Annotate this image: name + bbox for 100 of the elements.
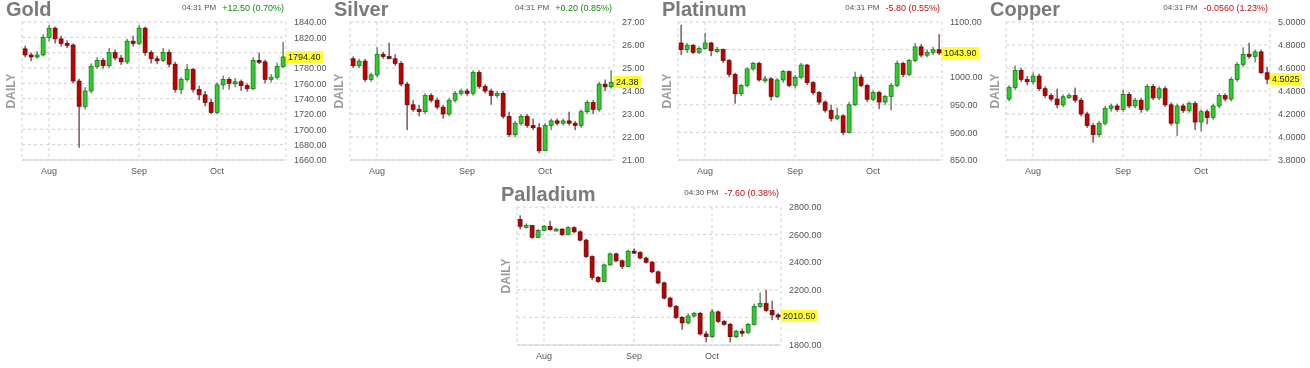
chart-title: Palladium <box>501 183 596 206</box>
chart-title: Platinum <box>662 0 747 21</box>
y-tick-label: 27.00 <box>622 17 645 28</box>
candlestick <box>608 69 614 90</box>
y-tick-label: 2800.00 <box>789 202 822 213</box>
y-tick-label: 21.00 <box>622 155 645 166</box>
candlestick <box>1204 108 1210 125</box>
y-tick-label: 1780.00 <box>294 63 327 74</box>
text: 04:31 PM <box>181 3 217 13</box>
y-tick-label: 1000.00 <box>950 72 983 83</box>
y-tick-label: 1760.00 <box>294 78 327 89</box>
chart-title: Silver <box>334 0 389 21</box>
text: 04:31 PM <box>1163 3 1198 13</box>
chart-title: Copper <box>990 0 1060 21</box>
y-tick-label: 1800.00 <box>789 340 822 351</box>
candlestick <box>876 90 882 110</box>
y-tick-label: 2600.00 <box>789 229 822 240</box>
y-axis-title: DAILY <box>332 73 346 109</box>
candlestick <box>130 35 136 48</box>
candlestick <box>1144 83 1150 113</box>
annotation: 24.38 <box>614 76 641 89</box>
candlestick <box>714 46 720 54</box>
y-tick-label: 4.8000 <box>1278 40 1306 51</box>
x-tick-label: Oct <box>704 351 720 362</box>
candlestick <box>678 24 684 56</box>
y-tick-label: 4.2000 <box>1278 109 1306 120</box>
candlestick <box>840 113 846 136</box>
candlestick <box>106 47 112 69</box>
annotation: 1043.90 <box>942 46 979 59</box>
y-tick-label: 850.00 <box>950 155 978 166</box>
y-tick-label: 2400.00 <box>789 257 822 268</box>
text: +0.20 (0.85%) <box>555 3 612 13</box>
text: +12.50 (0.70%) <box>222 3 284 13</box>
candlestick <box>494 90 500 99</box>
x-tick-label: Aug <box>1024 166 1042 177</box>
candlestick <box>684 42 690 54</box>
candlestick <box>124 38 130 65</box>
x-tick-label: Sep <box>458 166 476 177</box>
x-tick-label: Oct <box>537 166 553 177</box>
x-tick-label: Aug <box>696 166 714 177</box>
annotation: 1794.40 <box>286 50 323 63</box>
candlestick <box>470 69 476 97</box>
x-tick-label: Sep <box>625 351 643 362</box>
candlestick <box>100 57 106 70</box>
candlestick <box>834 107 840 121</box>
y-axis-title: DAILY <box>660 73 674 109</box>
y-axis-title: DAILY <box>988 73 1002 109</box>
chart-title: Gold <box>6 0 52 21</box>
text: -5.80 (0.55%) <box>885 3 940 13</box>
x-tick-label: Oct <box>209 166 225 177</box>
text: 04:31 PM <box>845 3 880 13</box>
candlestick <box>768 76 774 101</box>
candlestick <box>602 79 608 92</box>
y-tick-label: 4.0000 <box>1278 132 1306 143</box>
y-tick-label: 24.00 <box>622 86 645 97</box>
candlestick <box>226 76 232 90</box>
text: 04:31 PM <box>514 3 550 13</box>
y-tick-label: 1100.00 <box>950 17 982 28</box>
annotation: 2010.50 <box>781 309 818 322</box>
candlestick <box>1198 108 1204 132</box>
y-tick-label: 3.8000 <box>1278 155 1306 166</box>
candlestick <box>1174 103 1180 137</box>
x-tick-label: Aug <box>40 166 58 177</box>
candlestick <box>422 92 428 115</box>
candlestick <box>1192 100 1198 131</box>
annotation: 4.5025 <box>1270 73 1302 86</box>
candlestick <box>1120 89 1126 113</box>
candlestick <box>547 220 553 231</box>
y-tick-label: 1660.00 <box>294 155 327 166</box>
y-tick-label: 900.00 <box>950 127 978 138</box>
x-tick-label: Sep <box>130 166 148 177</box>
x-tick-label: Aug <box>535 351 553 362</box>
y-tick-label: 5.0000 <box>1278 17 1306 28</box>
y-tick-label: 22.00 <box>622 132 645 143</box>
y-tick-label: 1740.00 <box>294 93 327 104</box>
candlestick <box>936 33 942 56</box>
candlestick <box>362 58 368 83</box>
text: -7.60 (0.38%) <box>724 188 779 198</box>
y-axis-title: DAILY <box>499 258 513 294</box>
y-tick-label: 26.00 <box>622 40 645 51</box>
y-tick-label: 2200.00 <box>789 284 822 295</box>
y-tick-label: 25.00 <box>622 63 645 74</box>
y-tick-label: 1700.00 <box>294 124 327 135</box>
y-tick-label: 4.4000 <box>1278 86 1306 97</box>
x-tick-label: Sep <box>1114 166 1132 177</box>
y-tick-label: 1840.00 <box>294 17 327 28</box>
candlestick <box>1252 49 1258 63</box>
y-tick-label: 23.00 <box>622 109 645 120</box>
y-tick-label: 950.00 <box>950 100 978 110</box>
y-tick-label: 4.6000 <box>1278 63 1306 74</box>
candlestick <box>1246 42 1252 60</box>
x-tick-label: Oct <box>865 166 881 177</box>
y-tick-label: 1820.00 <box>294 32 327 43</box>
text: -0.0560 (1.23%) <box>1203 3 1268 13</box>
candlestick <box>136 24 142 46</box>
y-tick-label: 1680.00 <box>294 139 327 150</box>
y-tick-label: 1720.00 <box>294 109 327 120</box>
x-tick-label: Sep <box>786 166 804 177</box>
text: 04:30 PM <box>684 188 719 198</box>
x-tick-label: Oct <box>1193 166 1209 177</box>
